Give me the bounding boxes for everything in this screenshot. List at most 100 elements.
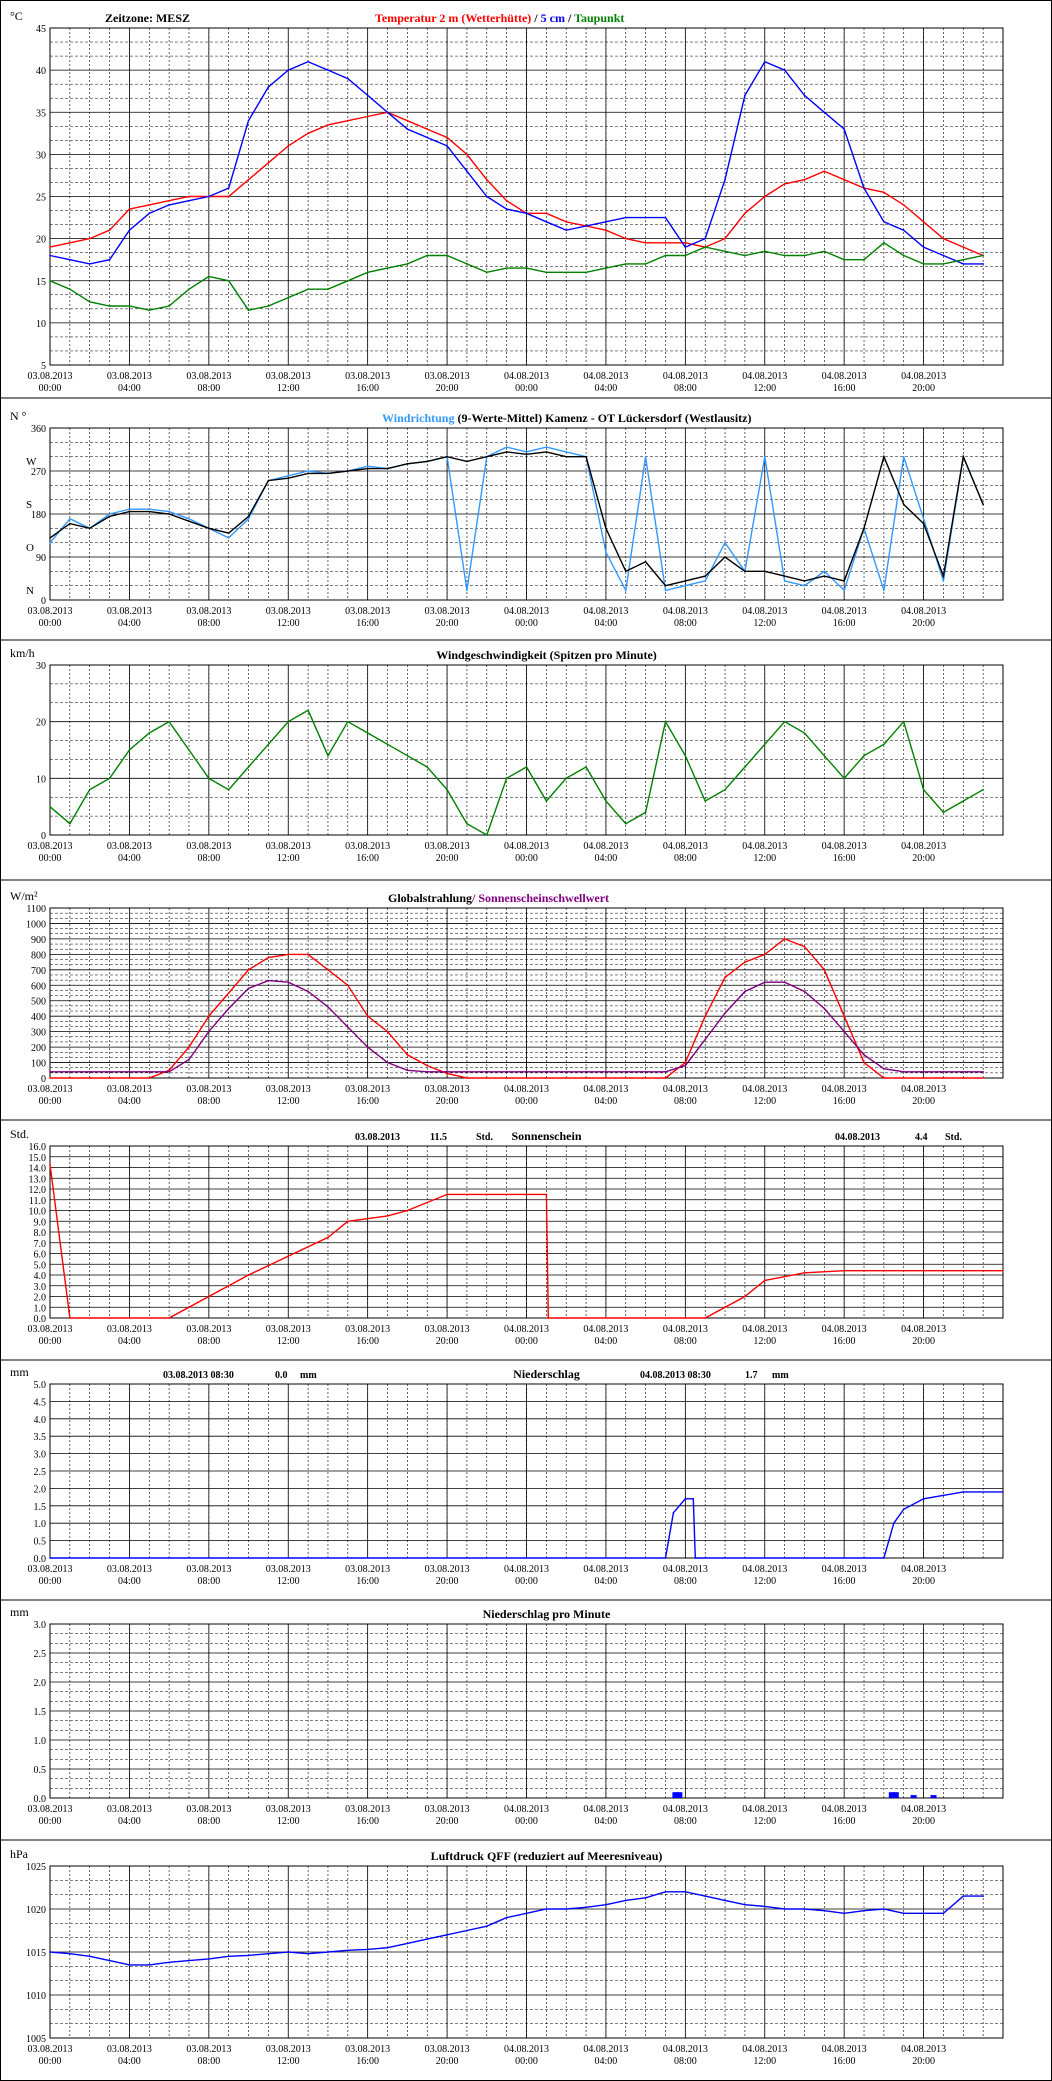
axis-unit-label: mm: [10, 1605, 29, 1619]
data-point: [327, 1006, 329, 1008]
data-point: [247, 969, 250, 971]
data-point: [692, 1498, 695, 1500]
x-tick-label-time: 04:00: [118, 1096, 141, 1107]
x-tick-label-date: 04.08.2013: [742, 1324, 787, 1335]
data-point: [386, 267, 389, 269]
data-point: [446, 136, 448, 139]
data-point: [386, 1946, 389, 1949]
data-point: [69, 1077, 71, 1079]
y-tick-label: 1.0: [34, 1303, 47, 1314]
x-tick-label-time: 12:00: [277, 1336, 300, 1347]
data-point: [446, 145, 448, 147]
x-tick-label-time: 12:00: [277, 383, 300, 394]
data-point: [208, 1030, 210, 1033]
data-point: [664, 720, 667, 723]
x-tick-label-date: 04.08.2013: [504, 1564, 549, 1575]
data-point: [108, 513, 111, 515]
data-point: [962, 1895, 965, 1897]
data-point: [783, 183, 786, 185]
x-tick-label-time: 00:00: [515, 1576, 538, 1587]
data-point: [485, 455, 488, 458]
annotation-value: 0.0: [275, 1370, 288, 1381]
data-point: [962, 246, 965, 248]
data-point: [724, 250, 726, 253]
y-tick-label: 0: [41, 1074, 46, 1085]
data-point: [525, 1193, 528, 1196]
x-tick-label-date: 04.08.2013: [663, 1324, 708, 1335]
y-tick-label: 180: [31, 510, 46, 521]
data-point: [605, 1903, 607, 1906]
panel-precipitation: 0.0 0.5 1.0 1.5 2.0 2.5 3.0 3.5 4.0 4.5 5.0 03.08.2…: [10, 1365, 1004, 1587]
x-tick-label-time: 08:00: [197, 853, 220, 864]
data-point: [922, 263, 925, 265]
y-tick-label: 16.0: [29, 1142, 47, 1153]
x-tick-label-time: 04:00: [595, 1816, 618, 1827]
data-point: [69, 517, 71, 520]
data-point: [287, 720, 290, 723]
data-point: [208, 275, 210, 278]
x-tick-label-date: 03.08.2013: [425, 1324, 470, 1335]
data-point: [148, 1964, 151, 1966]
x-tick-label-date: 04.08.2013: [901, 371, 946, 382]
data-point: [247, 119, 250, 122]
data-point: [267, 479, 270, 482]
data-point: [883, 1908, 885, 1910]
data-point: [565, 1071, 568, 1073]
y-tick-label: 2.5: [34, 1649, 47, 1660]
data-point: [307, 132, 309, 135]
data-point: [763, 1905, 766, 1908]
data-point: [148, 1077, 151, 1079]
series-line: [49, 709, 984, 837]
chart-title: Sonnenschein: [511, 1129, 581, 1143]
data-point: [704, 246, 706, 248]
data-point: [505, 1916, 508, 1919]
data-point: [327, 969, 329, 971]
data-point: [446, 1934, 448, 1936]
bar-mark: [676, 1792, 683, 1798]
data-point: [644, 242, 647, 244]
x-tick-label-date: 04.08.2013: [663, 606, 708, 617]
chart-title: Niederschlag: [513, 1367, 580, 1381]
x-tick-label-time: 16:00: [833, 2056, 856, 2067]
data-point: [605, 267, 607, 269]
data-point: [505, 199, 508, 202]
data-point: [672, 1511, 675, 1514]
data-point: [525, 451, 528, 453]
chart-title-part: Globalstrahlung: [388, 891, 472, 905]
data-point: [982, 503, 984, 506]
x-tick-label-time: 04:00: [595, 1336, 618, 1347]
data-point: [307, 472, 309, 475]
x-tick-label-date: 03.08.2013: [425, 841, 470, 852]
data-point: [644, 1071, 647, 1073]
data-point: [962, 1491, 965, 1493]
data-point: [267, 162, 270, 164]
data-point: [525, 1077, 528, 1079]
axis-unit-label: N °: [10, 409, 27, 423]
data-point: [188, 520, 190, 522]
data-point: [466, 822, 468, 825]
data-point: [863, 754, 865, 757]
x-tick-label-date: 03.08.2013: [186, 1564, 231, 1575]
data-point: [664, 1077, 667, 1079]
y-tick-label: 0.0: [34, 1794, 47, 1805]
x-tick-label-time: 08:00: [674, 1336, 697, 1347]
data-point: [545, 220, 548, 223]
data-point: [883, 1557, 885, 1559]
data-point: [406, 1209, 409, 1212]
chart-title-part: / Sonnenscheinschwellwert: [471, 891, 609, 905]
data-point: [227, 1955, 230, 1958]
y-tick-label: 1020: [26, 1905, 46, 1916]
data-point: [962, 1077, 965, 1079]
data-point: [267, 956, 270, 959]
data-point: [585, 1077, 587, 1079]
series-line: [49, 446, 984, 593]
x-tick-label-time: 08:00: [197, 2056, 220, 2067]
data-point: [327, 124, 329, 126]
data-point: [267, 743, 270, 746]
x-tick-label-date: 04.08.2013: [583, 371, 628, 382]
data-point: [168, 1069, 170, 1072]
x-tick-label-date: 03.08.2013: [28, 1324, 73, 1335]
data-point: [386, 111, 389, 114]
data-point: [863, 1909, 865, 1912]
x-tick-label-time: 20:00: [912, 2056, 935, 2067]
